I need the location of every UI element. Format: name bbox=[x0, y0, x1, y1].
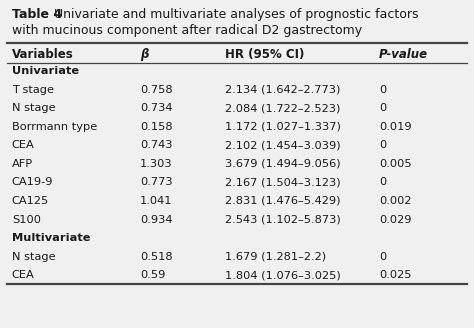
Text: P-value: P-value bbox=[379, 48, 428, 61]
Text: 2.831 (1.476–5.429): 2.831 (1.476–5.429) bbox=[225, 196, 341, 206]
Text: 0.773: 0.773 bbox=[140, 177, 173, 187]
Text: 0.005: 0.005 bbox=[379, 159, 412, 169]
Text: Borrmann type: Borrmann type bbox=[12, 122, 97, 132]
Text: CEA: CEA bbox=[12, 140, 35, 150]
Text: 2.084 (1.722–2.523): 2.084 (1.722–2.523) bbox=[225, 103, 340, 113]
Text: β: β bbox=[140, 48, 148, 61]
Text: 3.679 (1.494–9.056): 3.679 (1.494–9.056) bbox=[225, 159, 341, 169]
Text: 0.734: 0.734 bbox=[140, 103, 173, 113]
Text: CA19-9: CA19-9 bbox=[12, 177, 54, 187]
Text: 0.002: 0.002 bbox=[379, 196, 412, 206]
Text: 0: 0 bbox=[379, 140, 386, 150]
Text: 0: 0 bbox=[379, 252, 386, 261]
Text: 0.019: 0.019 bbox=[379, 122, 412, 132]
Text: 0.934: 0.934 bbox=[140, 215, 173, 224]
Text: 1.041: 1.041 bbox=[140, 196, 173, 206]
Text: CA125: CA125 bbox=[12, 196, 49, 206]
Text: Univariate and multivariate analyses of prognostic factors: Univariate and multivariate analyses of … bbox=[54, 8, 418, 21]
Text: AFP: AFP bbox=[12, 159, 33, 169]
Text: 0.025: 0.025 bbox=[379, 270, 412, 280]
Text: 2.102 (1.454–3.039): 2.102 (1.454–3.039) bbox=[225, 140, 341, 150]
Text: Table 4: Table 4 bbox=[12, 8, 62, 21]
Text: 1.172 (1.027–1.337): 1.172 (1.027–1.337) bbox=[225, 122, 341, 132]
Text: 0.758: 0.758 bbox=[140, 85, 173, 95]
Text: 2.134 (1.642–2.773): 2.134 (1.642–2.773) bbox=[225, 85, 340, 95]
Text: 0.743: 0.743 bbox=[140, 140, 173, 150]
Text: 2.167 (1.504–3.123): 2.167 (1.504–3.123) bbox=[225, 177, 341, 187]
Text: N stage: N stage bbox=[12, 252, 55, 261]
Text: 0.59: 0.59 bbox=[140, 270, 165, 280]
Text: 2.543 (1.102–5.873): 2.543 (1.102–5.873) bbox=[225, 215, 341, 224]
Text: HR (95% CI): HR (95% CI) bbox=[225, 48, 304, 61]
Text: Univariate: Univariate bbox=[12, 66, 79, 76]
Text: 0: 0 bbox=[379, 177, 386, 187]
Text: 0.518: 0.518 bbox=[140, 252, 173, 261]
Text: 1.679 (1.281–2.2): 1.679 (1.281–2.2) bbox=[225, 252, 326, 261]
Text: 0.029: 0.029 bbox=[379, 215, 412, 224]
Text: 1.303: 1.303 bbox=[140, 159, 173, 169]
Text: 1.804 (1.076–3.025): 1.804 (1.076–3.025) bbox=[225, 270, 341, 280]
Text: 0.158: 0.158 bbox=[140, 122, 173, 132]
Text: 0: 0 bbox=[379, 103, 386, 113]
Text: N stage: N stage bbox=[12, 103, 55, 113]
Text: S100: S100 bbox=[12, 215, 41, 224]
Text: T stage: T stage bbox=[12, 85, 54, 95]
Text: Multivariate: Multivariate bbox=[12, 233, 91, 243]
Text: Variables: Variables bbox=[12, 48, 73, 61]
Text: 0: 0 bbox=[379, 85, 386, 95]
Text: with mucinous component after radical D2 gastrectomy: with mucinous component after radical D2… bbox=[12, 24, 362, 37]
Text: CEA: CEA bbox=[12, 270, 35, 280]
